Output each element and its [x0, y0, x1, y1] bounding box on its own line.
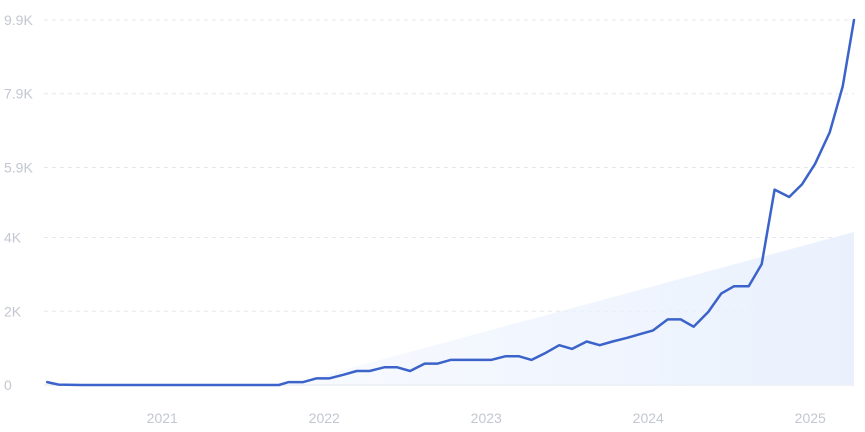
x-tick-label: 2023: [471, 410, 502, 426]
x-tick-label: 2021: [147, 410, 178, 426]
x-tick-label: 2025: [795, 410, 826, 426]
y-tick-labels: 0 2K 4K 5.9K 7.9K 9.9K: [4, 12, 33, 393]
trend-area: [287, 232, 854, 385]
x-tick-label: 2022: [309, 410, 340, 426]
y-tick-label: 9.9K: [4, 12, 33, 28]
y-tick-label: 5.9K: [4, 159, 33, 175]
y-tick-label: 2K: [4, 303, 22, 319]
y-tick-label: 0: [4, 377, 12, 393]
series-line-group: [45, 18, 856, 387]
series-line: [45, 18, 856, 387]
y-tick-label: 7.9K: [4, 86, 33, 102]
x-tick-labels: 2021 2022 2023 2024 2025: [147, 410, 826, 426]
x-tick-label: 2024: [633, 410, 664, 426]
trend-area-shape: [287, 232, 854, 385]
y-tick-label: 4K: [4, 230, 22, 246]
